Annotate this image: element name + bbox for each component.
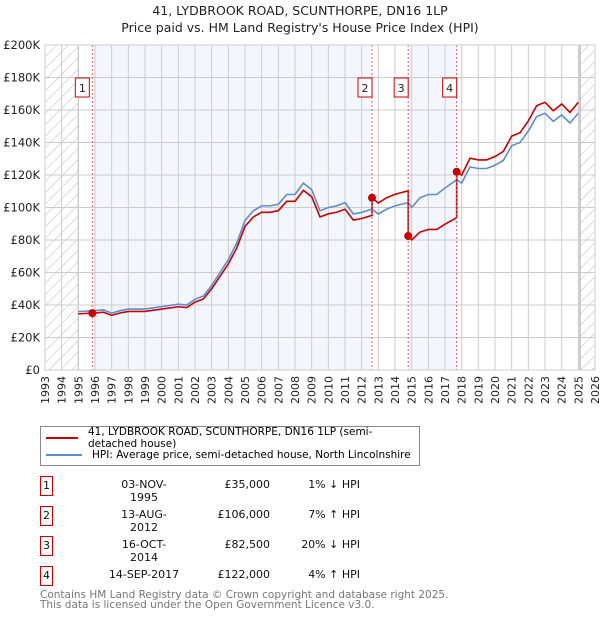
sale-label-box [442, 77, 458, 98]
price-paid-line [78, 101, 579, 317]
sale-date: 03-NOV-1995 [121, 478, 167, 504]
sale-hpi-diff: 20% ↓ HPI [301, 538, 360, 551]
x-tick-label: 2024 [556, 376, 569, 404]
x-tick-label: 2019 [472, 376, 485, 404]
y-tick-label: £120K [3, 168, 40, 182]
sale-label: 4 [446, 82, 453, 95]
chart-legend: 41, LYDBROOK ROAD, SCUNTHORPE, DN16 1LP … [40, 426, 420, 466]
y-tick-label: £80K [11, 233, 41, 247]
x-tick-label: 2008 [289, 376, 302, 404]
sale-price: £106,000 [217, 508, 271, 521]
x-tick-label: 2002 [189, 376, 202, 404]
price-chart: 1 2 3 4 1993 1994 1995 1996 1997 1998 1999 2000 2001… [3, 38, 600, 404]
y-tick-label: £20K [11, 331, 41, 345]
sale-number-badge: 1 [40, 476, 53, 496]
y-tick-label: £40K [11, 298, 41, 312]
x-tick-label: 2020 [489, 376, 502, 404]
y-tick-label: £140K [3, 136, 40, 150]
footer: Contains HM Land Registry data © Crown c… [40, 589, 449, 611]
x-tick-label: 2005 [239, 376, 252, 404]
x-tick-label: 1994 [56, 376, 69, 404]
sale-date: 13-AUG-2012 [121, 508, 167, 534]
x-tick-label: 2009 [306, 376, 319, 404]
sale-label: 1 [79, 82, 86, 95]
hpi-line [78, 112, 579, 314]
sale-hpi-diff: 1% ↓ HPI [308, 478, 360, 491]
sale-number-badge: 3 [40, 536, 53, 556]
x-tick-label: 1998 [122, 376, 135, 404]
sale-point [452, 167, 461, 176]
x-tick-label: 2004 [222, 376, 235, 404]
legend-label: 41, LYDBROOK ROAD, SCUNTHORPE, DN16 1LP … [87, 425, 373, 450]
x-tick-label: 2001 [172, 376, 185, 404]
x-tick-label: 2013 [372, 376, 385, 404]
chart-title: 41, LYDBROOK ROAD, SCUNTHORPE, DN16 1LP [152, 3, 448, 18]
plot-border [44, 44, 596, 371]
sale-label: 2 [362, 82, 369, 95]
legend-label: HPI: Average price, semi-detached house,… [92, 448, 411, 461]
y-tick-label: £200K [3, 38, 40, 52]
footer-line: This data is licensed under the Open Gov… [40, 599, 375, 611]
sale-point [88, 309, 97, 318]
sale-hpi-diff: 7% ↑ HPI [308, 508, 360, 521]
sale-label: 3 [398, 82, 405, 95]
sale-point [368, 193, 376, 202]
sale-price: £82,500 [224, 538, 271, 551]
x-tick-label: 2022 [522, 376, 535, 404]
legend-item-hpi: HPI: Average price, semi-detached house,… [41, 446, 419, 463]
x-tick-label: 1995 [72, 376, 85, 404]
chart-subtitle: Price paid vs. HM Land Registry's House … [121, 20, 479, 35]
x-tick-label: 2012 [356, 376, 369, 404]
sale-label-box [74, 77, 90, 98]
sale-price: £35,000 [224, 478, 271, 491]
sale-date: 14-SEP-2017 [108, 568, 180, 581]
y-tick-label: £100K [3, 201, 40, 215]
x-tick-label: 2011 [339, 376, 352, 404]
x-tick-label: 1993 [39, 376, 52, 404]
y-tick-label: £0 [25, 363, 40, 377]
sale-label-box [393, 77, 409, 98]
legend-line-red [46, 436, 78, 439]
x-tick-label: 2000 [156, 376, 169, 404]
footer-line: Contains HM Land Registry data © Crown c… [40, 589, 449, 601]
x-tick-label: 2003 [206, 376, 219, 404]
x-tick-label: 2021 [506, 376, 519, 404]
x-tick-label: 2017 [439, 376, 452, 404]
x-tick-label: 1999 [139, 376, 152, 404]
sale-hpi-diff: 4% ↑ HPI [308, 568, 360, 581]
x-tick-label: 2007 [272, 376, 285, 404]
legend-line-blue [46, 453, 82, 456]
sale-point [404, 231, 413, 240]
x-tick-label: 2023 [539, 376, 552, 404]
y-tick-label: £160K [3, 103, 40, 117]
sale-label-box [357, 77, 373, 98]
x-tick-label: 2025 [572, 376, 585, 404]
x-tick-label: 2015 [406, 376, 419, 404]
sale-number-badge: 2 [40, 506, 53, 526]
x-tick-label: 1997 [106, 376, 119, 404]
x-tick-label: 2006 [256, 376, 269, 404]
legend-item-property: 41, LYDBROOK ROAD, SCUNTHORPE, DN16 1LP … [41, 426, 419, 450]
sale-price: £122,000 [217, 568, 271, 581]
x-tick-label: 2014 [389, 376, 402, 404]
x-tick-label: 2010 [322, 376, 335, 404]
y-tick-label: £180K [3, 71, 40, 85]
x-tick-label: 2016 [422, 376, 435, 404]
x-tick-label: 2026 [589, 376, 600, 404]
x-tick-label: 2018 [456, 376, 469, 404]
sale-date: 16-OCT-2014 [121, 538, 167, 564]
x-tick-label: 1996 [89, 376, 102, 404]
sale-number-badge: 4 [40, 566, 53, 586]
y-tick-label: £60K [11, 266, 41, 280]
